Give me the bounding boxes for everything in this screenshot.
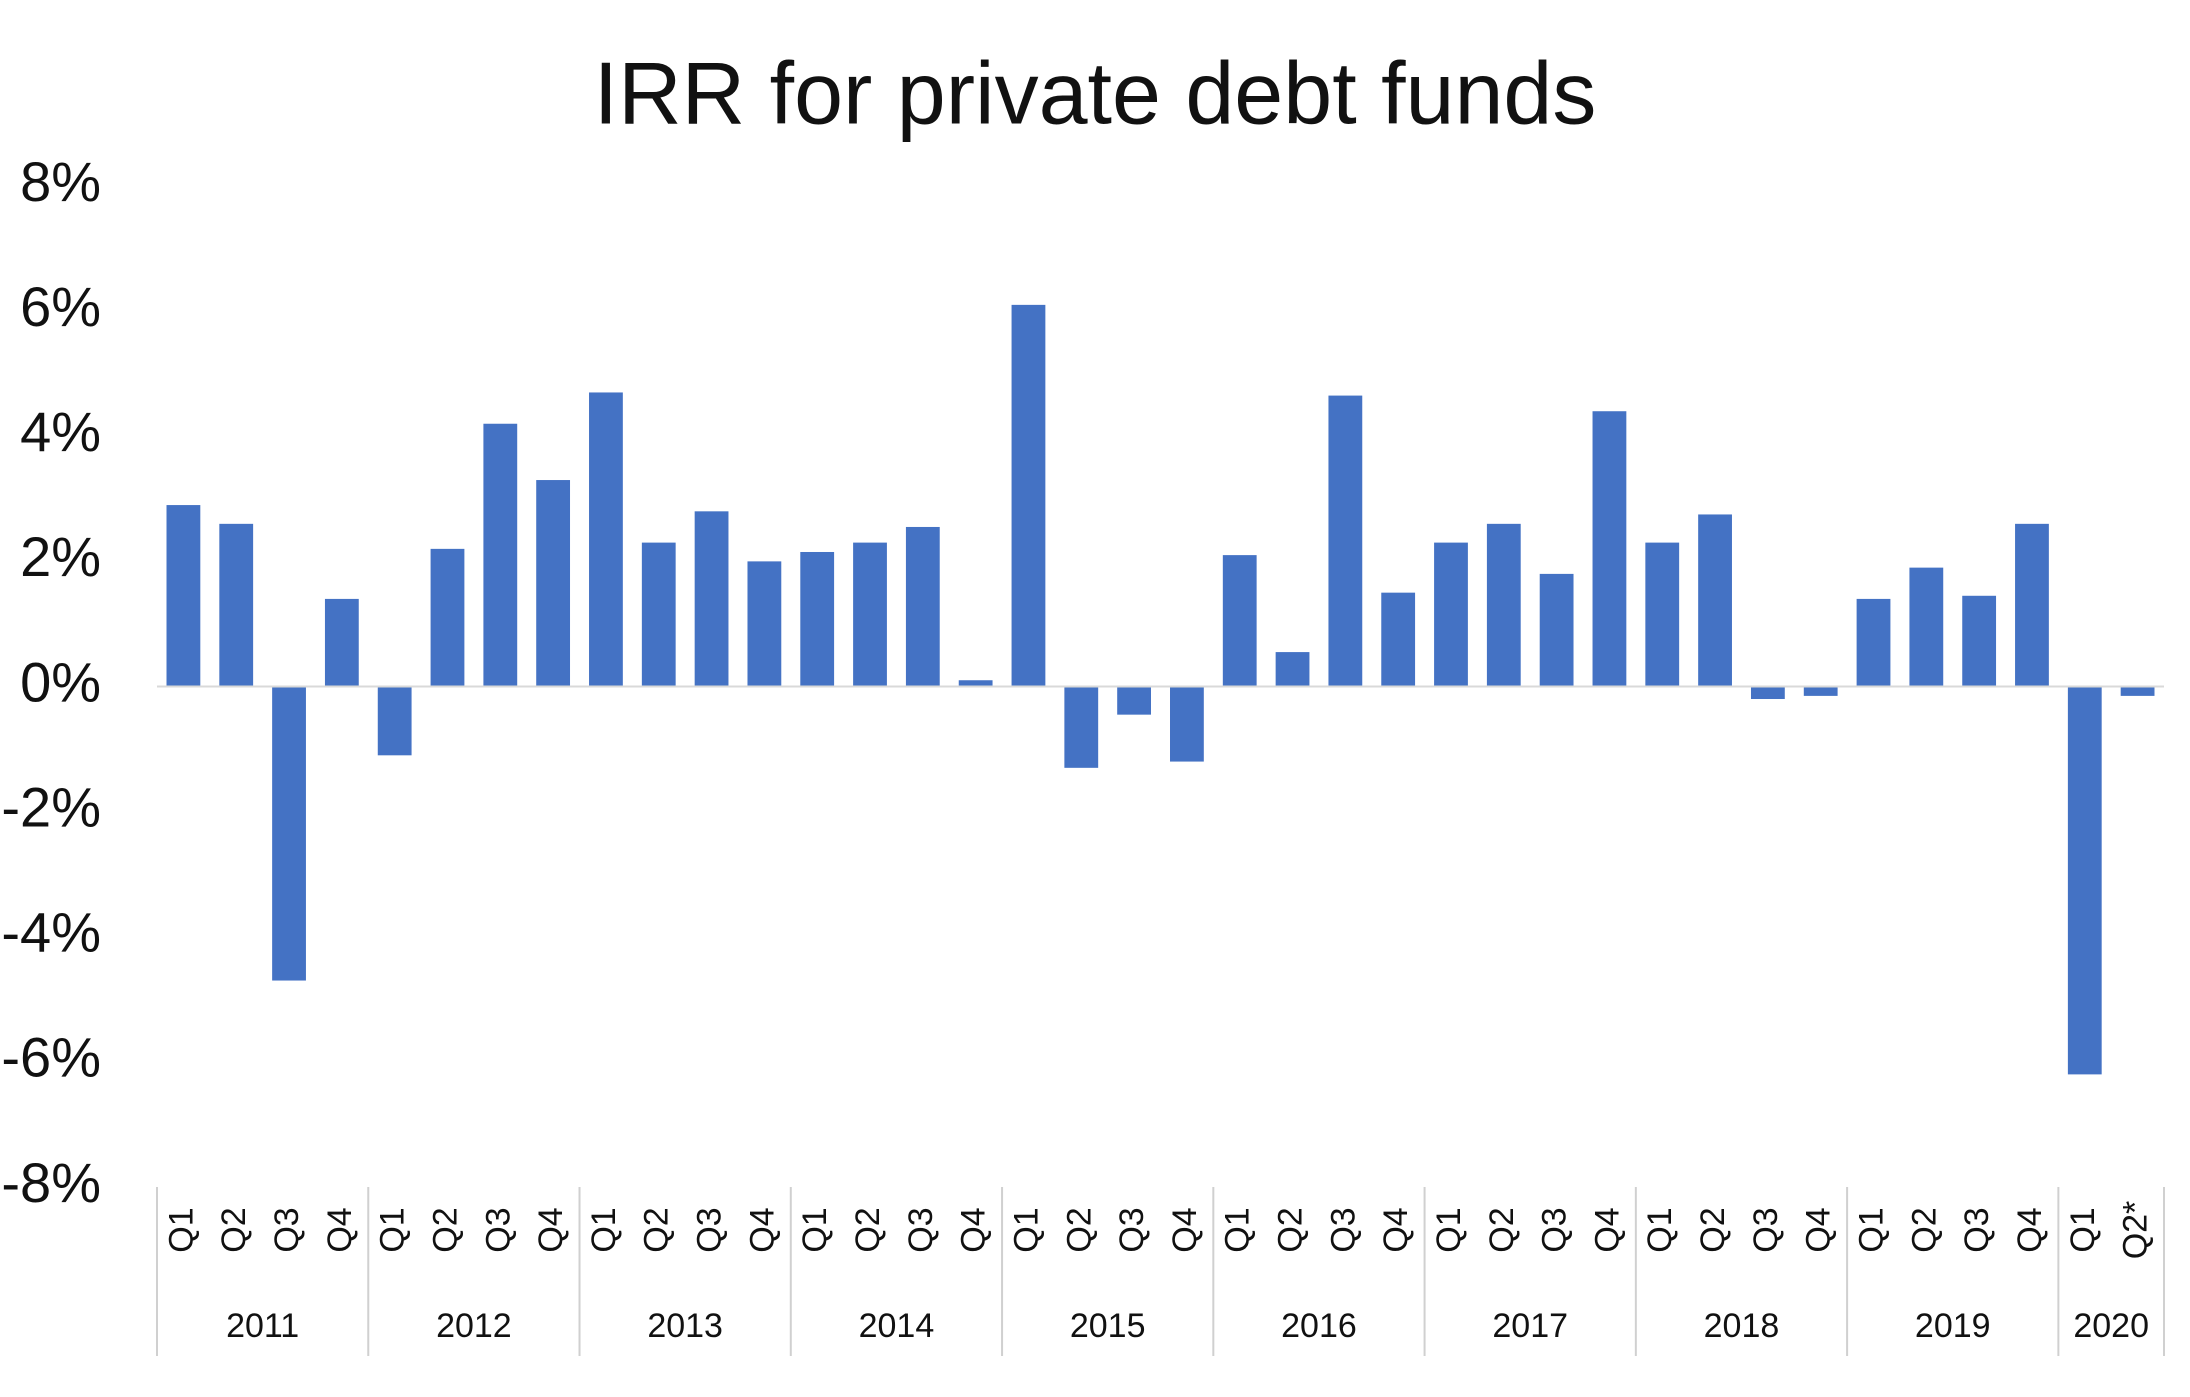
group-label: 2020: [2073, 1307, 2149, 1345]
x-tick-label: Q3: [691, 1207, 729, 1252]
bar: [1803, 686, 1838, 696]
bar: [1856, 598, 1891, 687]
x-tick-label: Q1: [162, 1207, 200, 1252]
bar: [219, 523, 254, 687]
x-tick-label: Q3: [1536, 1207, 1574, 1252]
chart-title: IRR for private debt funds: [594, 43, 1597, 142]
y-tick-label: -4%: [1, 901, 101, 964]
x-tick-label: Q1: [1219, 1207, 1257, 1252]
bar: [641, 542, 676, 687]
bar: [1539, 573, 1574, 687]
y-tick-label: 0%: [20, 650, 101, 713]
group-label: 2012: [436, 1307, 512, 1345]
x-tick-label: Q1: [1852, 1207, 1890, 1252]
bar: [800, 551, 835, 687]
y-tick-label: 8%: [20, 150, 101, 213]
x-tick-label: Q3: [1324, 1207, 1362, 1252]
bar: [1011, 304, 1046, 687]
x-tick-label: Q1: [374, 1207, 412, 1252]
x-tick-label: Q3: [1747, 1207, 1785, 1252]
bar: [589, 392, 623, 687]
group-label: 2011: [226, 1307, 299, 1345]
x-tick-label: Q4: [1166, 1207, 1204, 1252]
group-label: 2016: [1281, 1307, 1357, 1345]
x-tick-label: Q2: [215, 1207, 253, 1252]
bar: [1064, 686, 1099, 768]
bar: [1117, 686, 1151, 715]
x-tick-label: Q1: [796, 1207, 834, 1252]
x-tick-label: Q2: [638, 1207, 676, 1252]
group-label: 2014: [859, 1307, 935, 1345]
bar: [2120, 686, 2155, 696]
bar: [1750, 686, 1785, 700]
x-tick-label: Q4: [321, 1207, 359, 1252]
group-label: 2019: [1915, 1307, 1991, 1345]
bar: [1962, 595, 1997, 687]
bar: [1909, 567, 1944, 687]
y-tick-label: -8%: [1, 1151, 101, 1214]
x-tick-label: Q2: [1272, 1207, 1310, 1252]
x-tick-label: Q1: [1430, 1207, 1468, 1252]
x-tick-label: Q1: [1641, 1207, 1679, 1252]
bar: [1486, 523, 1521, 687]
y-tick-label: -2%: [1, 775, 101, 838]
group-label: 2013: [647, 1307, 723, 1345]
bar: [324, 598, 359, 687]
bar: [958, 680, 993, 687]
x-tick-label: Q3: [268, 1207, 306, 1252]
bar: [483, 423, 518, 687]
x-tick-label: Q1: [2064, 1207, 2102, 1252]
x-tick-label: Q3: [1113, 1207, 1151, 1252]
y-tick-label: 2%: [20, 525, 101, 588]
y-tick-label: -6%: [1, 1026, 101, 1089]
x-tick-label: Q2*: [2117, 1201, 2155, 1260]
x-tick-label: Q4: [1588, 1207, 1626, 1252]
bar: [536, 480, 571, 687]
x-tick-label: Q4: [955, 1207, 993, 1252]
bar: [1592, 411, 1627, 687]
bar: [747, 561, 782, 687]
bar: [430, 548, 465, 687]
group-label: 2015: [1070, 1307, 1146, 1345]
x-tick-label: Q2: [426, 1207, 464, 1252]
x-tick-label: Q2: [1905, 1207, 1943, 1252]
bar: [1170, 686, 1204, 762]
x-tick-label: Q4: [2011, 1207, 2049, 1252]
bar: [1381, 592, 1416, 687]
group-label: 2017: [1492, 1307, 1568, 1345]
bar: [1434, 542, 1468, 687]
x-tick-label: Q1: [1007, 1207, 1045, 1252]
x-tick-label: Q1: [585, 1207, 623, 1252]
bar: [272, 686, 306, 981]
x-tick-label: Q4: [743, 1207, 781, 1252]
bar: [2015, 523, 2049, 687]
x-tick-label: Q2: [849, 1207, 887, 1252]
bar: [377, 686, 412, 756]
x-tick-label: Q2: [1060, 1207, 1098, 1252]
x-tick-label: Q4: [1800, 1207, 1838, 1252]
x-tick-label: Q3: [479, 1207, 517, 1252]
bar: [166, 505, 201, 687]
bar: [2067, 686, 2102, 1075]
y-tick-label: 4%: [20, 400, 101, 463]
x-tick-label: Q3: [902, 1207, 940, 1252]
x-tick-label: Q4: [532, 1207, 570, 1252]
y-tick-label: 6%: [20, 275, 101, 338]
x-tick-label: Q2: [1694, 1207, 1732, 1252]
group-label: 2018: [1704, 1307, 1780, 1345]
x-tick-label: Q3: [1958, 1207, 1996, 1252]
x-tick-label: Q4: [1377, 1207, 1415, 1252]
bar: [1275, 652, 1310, 687]
bar: [694, 511, 729, 687]
bar: [1698, 514, 1732, 687]
bar: [1645, 542, 1680, 687]
bar: [853, 542, 887, 687]
bar: [1328, 395, 1363, 687]
x-tick-label: Q2: [1483, 1207, 1521, 1252]
bar: [1222, 555, 1257, 687]
bar: [905, 526, 940, 687]
